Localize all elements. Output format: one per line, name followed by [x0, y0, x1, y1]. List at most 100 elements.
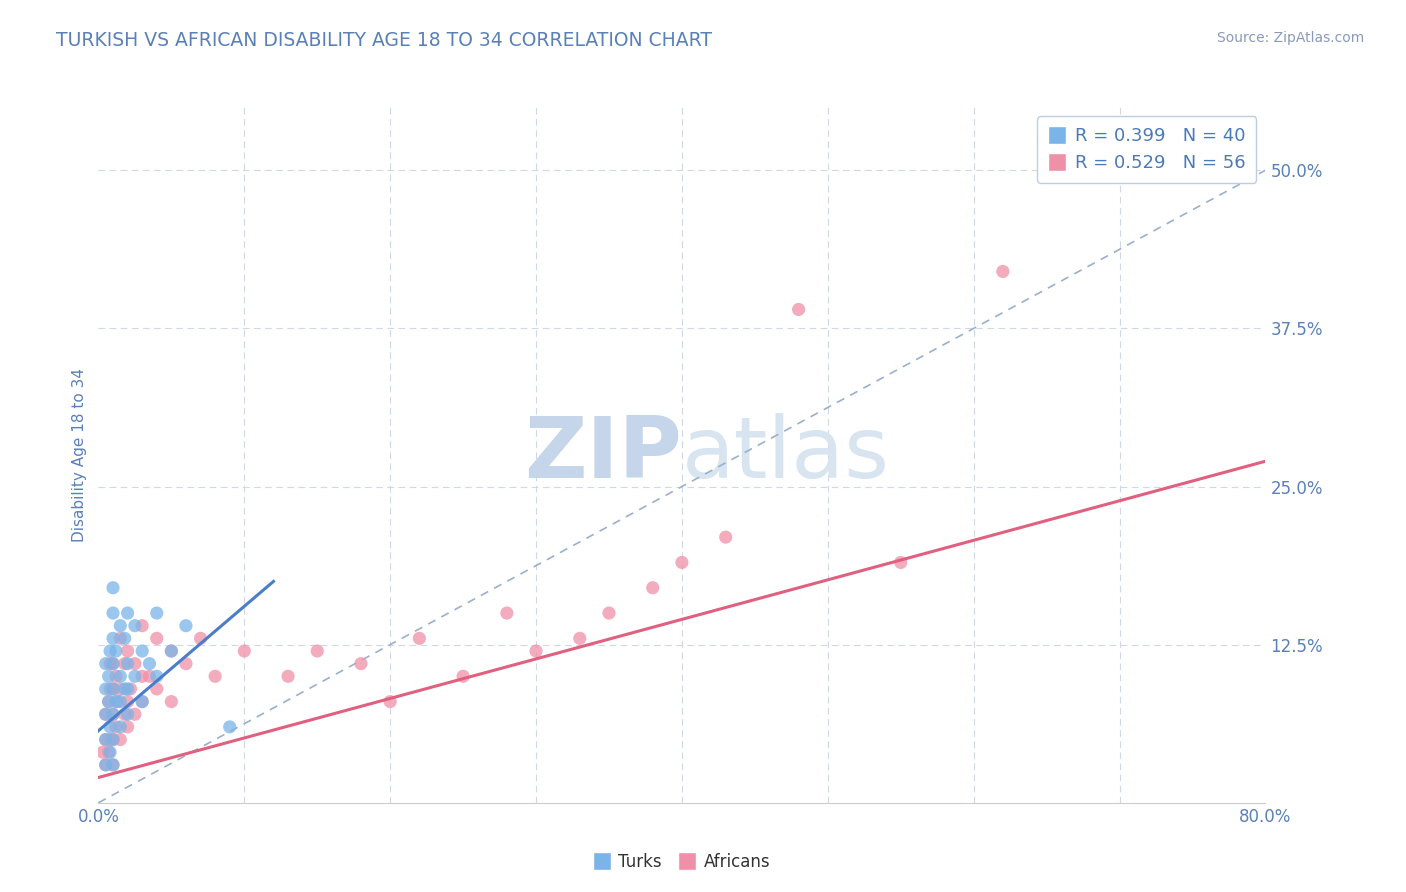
- Point: [97, 745, 120, 759]
- Text: Source: ZipAtlas.com: Source: ZipAtlas.com: [1216, 31, 1364, 45]
- Point: [110, 669, 132, 683]
- Point: [131, 695, 153, 709]
- Point: [98, 681, 121, 696]
- Point: [117, 720, 139, 734]
- Point: [101, 681, 124, 696]
- Point: [110, 681, 132, 696]
- Point: [104, 695, 127, 709]
- Point: [101, 581, 124, 595]
- Point: [160, 695, 183, 709]
- Y-axis label: Disability Age 18 to 34: Disability Age 18 to 34: [72, 368, 87, 542]
- Point: [146, 681, 169, 696]
- Point: [97, 695, 120, 709]
- Point: [101, 757, 124, 772]
- Point: [97, 669, 120, 683]
- Point: [94, 732, 117, 747]
- Point: [124, 657, 146, 671]
- Text: atlas: atlas: [682, 413, 890, 497]
- Point: [101, 707, 124, 722]
- Point: [91, 745, 114, 759]
- Point: [117, 657, 139, 671]
- Point: [124, 707, 146, 722]
- Point: [138, 657, 160, 671]
- Point: [94, 757, 117, 772]
- Point: [146, 632, 169, 646]
- Point: [94, 707, 117, 722]
- Point: [160, 644, 183, 658]
- Point: [160, 644, 183, 658]
- Point: [98, 720, 121, 734]
- Point: [94, 732, 117, 747]
- Point: [104, 644, 127, 658]
- Point: [138, 669, 160, 683]
- Point: [787, 302, 810, 317]
- Point: [94, 657, 117, 671]
- Point: [451, 669, 474, 683]
- Point: [307, 644, 329, 658]
- Point: [98, 644, 121, 658]
- Point: [110, 632, 132, 646]
- Point: [101, 606, 124, 620]
- Point: [671, 556, 693, 570]
- Point: [114, 632, 136, 646]
- Point: [890, 556, 912, 570]
- Point: [114, 707, 136, 722]
- Point: [120, 681, 142, 696]
- Point: [131, 644, 153, 658]
- Text: ZIP: ZIP: [524, 413, 682, 497]
- Point: [408, 632, 430, 646]
- Point: [101, 681, 124, 696]
- Point: [991, 264, 1014, 278]
- Point: [94, 681, 117, 696]
- Point: [146, 606, 169, 620]
- Point: [104, 669, 127, 683]
- Point: [350, 657, 373, 671]
- Point: [174, 657, 197, 671]
- Point: [641, 581, 664, 595]
- Point: [110, 695, 132, 709]
- Point: [101, 757, 124, 772]
- Point: [218, 720, 240, 734]
- Point: [146, 669, 169, 683]
- Point: [94, 707, 117, 722]
- Point: [101, 732, 124, 747]
- Point: [110, 618, 132, 632]
- Point: [124, 618, 146, 632]
- Point: [117, 606, 139, 620]
- Point: [101, 657, 124, 671]
- Point: [233, 644, 256, 658]
- Point: [104, 720, 127, 734]
- Point: [101, 632, 124, 646]
- Legend: Turks, Africans: Turks, Africans: [586, 847, 778, 878]
- Point: [101, 732, 124, 747]
- Point: [714, 530, 737, 544]
- Point: [117, 644, 139, 658]
- Point: [131, 618, 153, 632]
- Point: [110, 720, 132, 734]
- Point: [124, 669, 146, 683]
- Point: [98, 657, 121, 671]
- Point: [378, 695, 402, 709]
- Point: [117, 695, 139, 709]
- Point: [117, 681, 139, 696]
- Point: [114, 681, 136, 696]
- Point: [524, 644, 547, 658]
- Point: [98, 732, 121, 747]
- Point: [98, 745, 121, 759]
- Point: [105, 695, 128, 709]
- Point: [101, 657, 124, 671]
- Point: [110, 732, 132, 747]
- Text: TURKISH VS AFRICAN DISABILITY AGE 18 TO 34 CORRELATION CHART: TURKISH VS AFRICAN DISABILITY AGE 18 TO …: [56, 31, 713, 50]
- Point: [495, 606, 517, 620]
- Point: [101, 707, 124, 722]
- Point: [117, 707, 139, 722]
- Point: [94, 757, 117, 772]
- Point: [131, 669, 153, 683]
- Point: [131, 695, 153, 709]
- Point: [190, 632, 212, 646]
- Point: [568, 632, 591, 646]
- Point: [204, 669, 226, 683]
- Point: [277, 669, 299, 683]
- Point: [114, 657, 136, 671]
- Point: [97, 695, 120, 709]
